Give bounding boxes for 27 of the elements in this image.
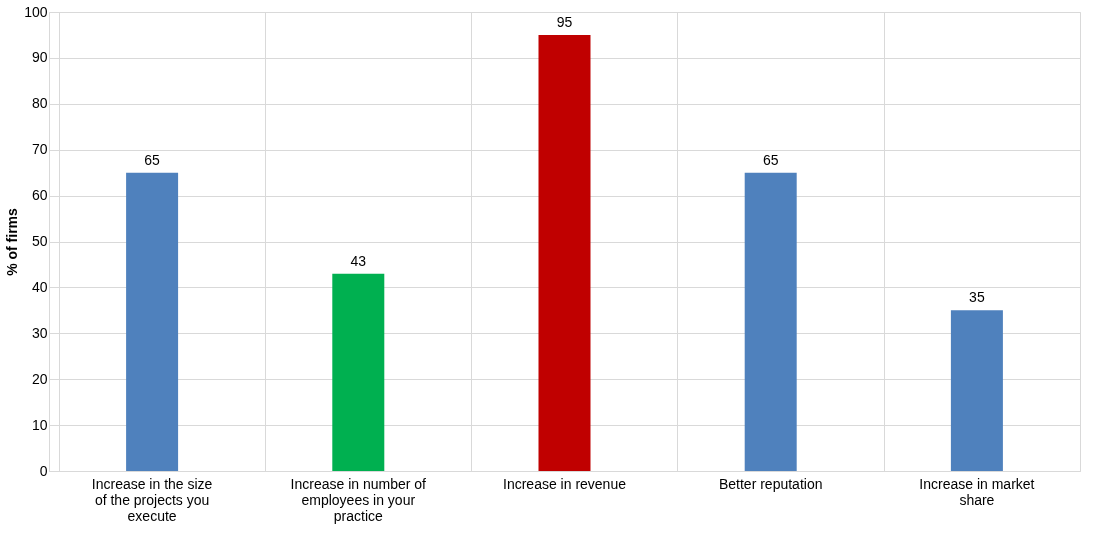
- data-label: 43: [350, 252, 367, 269]
- x-tick-label: Increase in number of employees in your practice: [290, 475, 427, 524]
- y-tick-label: 50: [31, 233, 48, 249]
- y-tick-label: 10: [31, 416, 48, 433]
- y-axis-title: % of firms: [4, 207, 21, 276]
- bar: [332, 273, 385, 471]
- data-label: 95: [556, 13, 573, 30]
- bar: [538, 34, 591, 471]
- y-tick-label: 70: [31, 141, 48, 158]
- y-tick-label: 90: [31, 49, 48, 66]
- data-label: 35: [969, 289, 985, 306]
- bar: [126, 172, 179, 471]
- y-tick-label: 40: [31, 278, 48, 295]
- y-tick-label: 60: [31, 187, 48, 204]
- x-tick-label: Increase in revenue: [503, 475, 627, 492]
- data-label: 65: [144, 151, 161, 168]
- y-tick-label: 20: [31, 370, 48, 387]
- y-tick-label: 30: [31, 324, 48, 341]
- x-tick-label: Better reputation: [718, 475, 823, 492]
- y-tick-label: 0: [39, 462, 48, 479]
- bar: [744, 172, 797, 471]
- x-tick-label: Increase in market share: [919, 475, 1035, 508]
- data-label: 65: [762, 151, 779, 168]
- x-tick-label: Increase in the size of the projects you execute: [91, 475, 213, 524]
- y-tick-label: 80: [31, 95, 48, 112]
- bar: [950, 310, 1003, 471]
- y-tick-label: 100: [24, 3, 48, 20]
